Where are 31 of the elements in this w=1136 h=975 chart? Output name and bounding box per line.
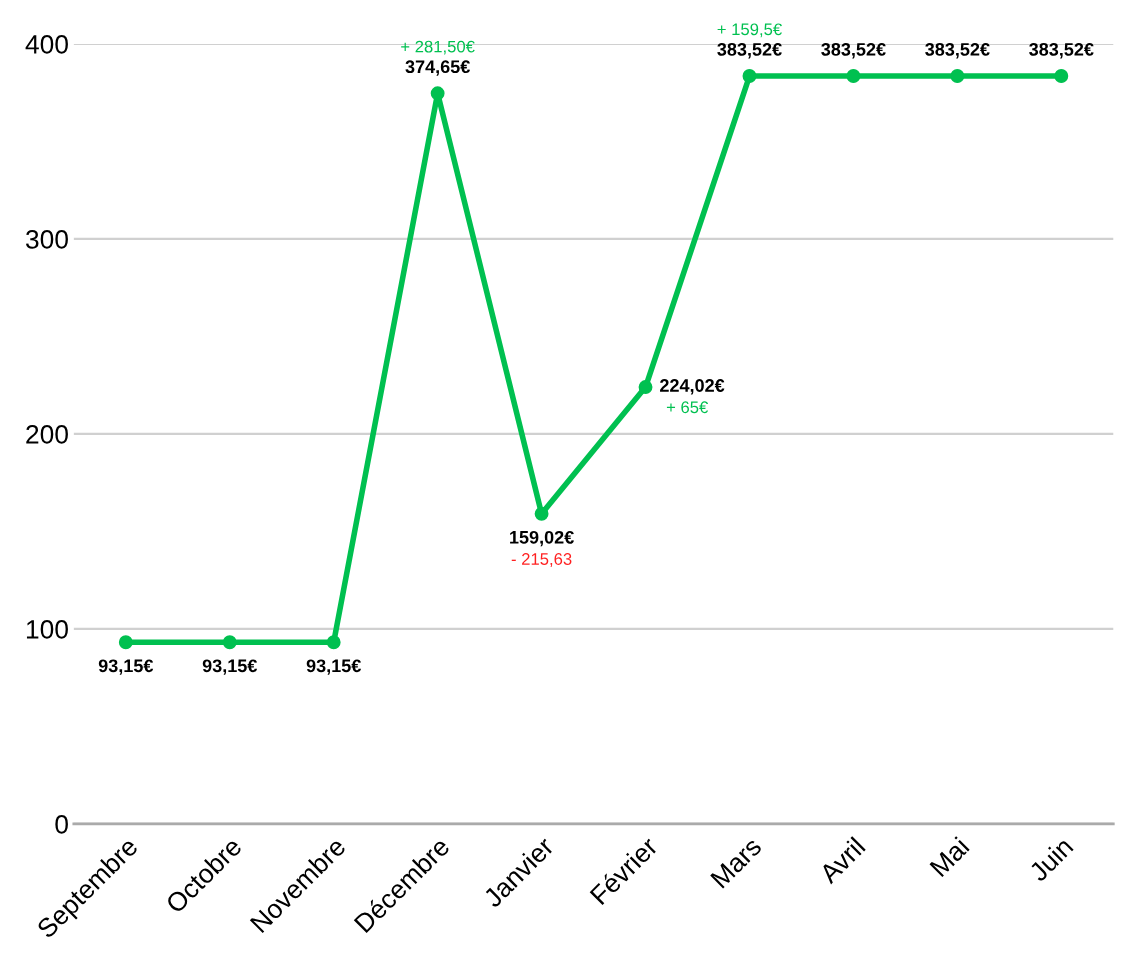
y-tick-label: 300 (25, 230, 68, 249)
data-label: 93,15€ (202, 659, 258, 675)
point (950, 69, 965, 83)
data-label: 93,15€ (98, 659, 154, 675)
x-tick-label: Mai (928, 836, 970, 878)
point (326, 635, 341, 650)
data-label: 159,02€ (510, 530, 574, 547)
y-tick-label: 200 (26, 425, 68, 444)
point (846, 69, 861, 83)
point (118, 635, 133, 650)
data-label: 374,65€ (405, 60, 470, 76)
point (742, 69, 757, 83)
data-label: 383,52€ (717, 42, 782, 59)
point (1054, 69, 1069, 83)
annotation: + 159,5€ (717, 23, 782, 38)
data-label: 383,52€ (1029, 42, 1094, 59)
x-tick-label: Juin (1027, 836, 1074, 883)
data-label: 383,52€ (925, 42, 990, 59)
y-tick-label: 100 (26, 620, 68, 639)
data-label: 224,02€ (660, 379, 725, 395)
annotation: - 215,63 (511, 553, 572, 567)
data-label: 93,15€ (306, 659, 361, 675)
y-tick-label: 400 (25, 35, 68, 54)
y-tick-label: 0 (55, 815, 68, 834)
point (430, 86, 445, 101)
annotation: + 281,50€ (401, 40, 475, 55)
data-label: 383,52€ (821, 42, 886, 59)
point (638, 380, 653, 394)
point (534, 506, 549, 521)
annotation: + 65€ (666, 401, 709, 414)
point (222, 635, 237, 650)
